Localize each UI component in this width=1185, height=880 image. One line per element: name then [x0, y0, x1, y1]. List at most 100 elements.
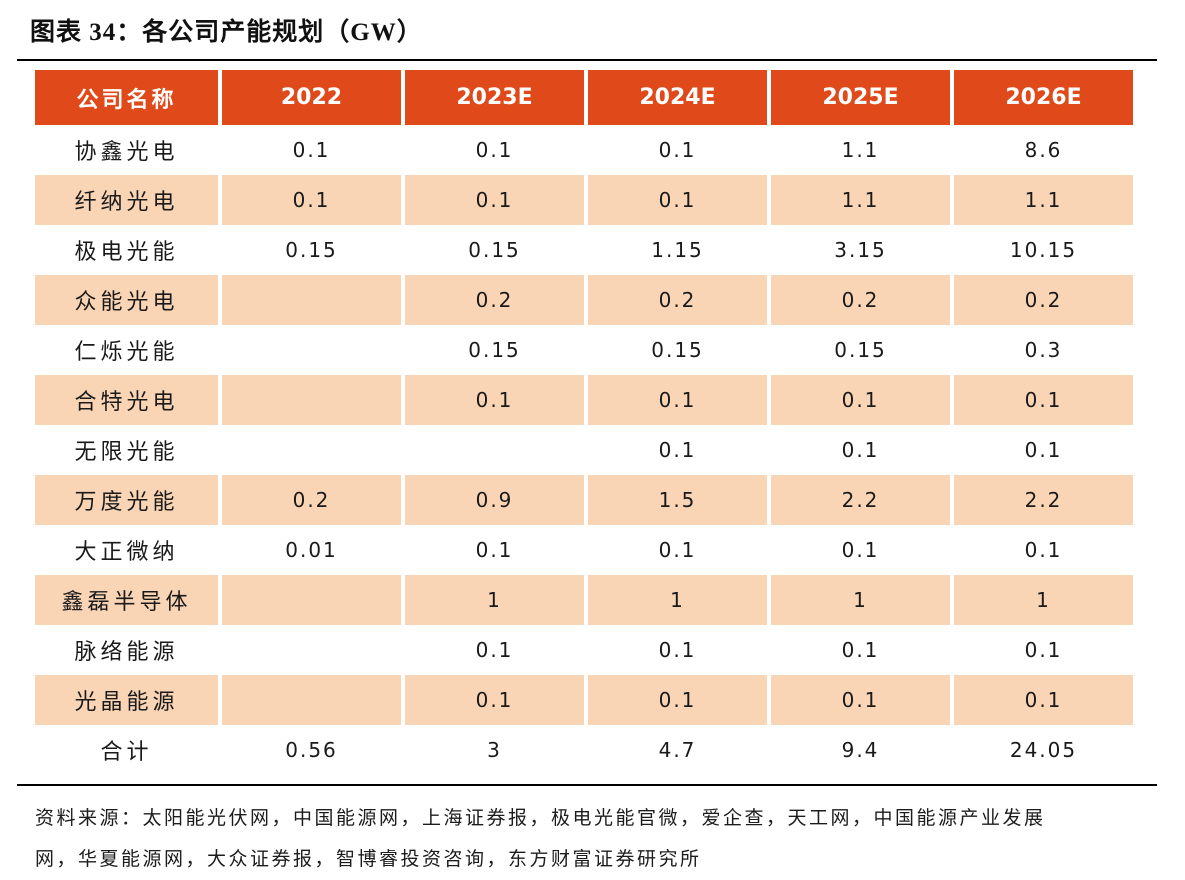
capacity-value-cell: 0.1: [405, 675, 584, 725]
capacity-value-cell: 0.15: [222, 225, 401, 275]
capacity-value-cell: 0.1: [588, 375, 767, 425]
capacity-value-cell: 0.1: [588, 525, 767, 575]
capacity-value-cell: 4.7: [588, 725, 767, 775]
capacity-value-cell: 0.1: [405, 525, 584, 575]
column-header-year: 2023E: [405, 70, 584, 125]
capacity-value-cell: 3.15: [771, 225, 950, 275]
table-row: 众能光电 0.2 0.2 0.2 0.2: [35, 275, 1133, 325]
capacity-value-cell: 0.1: [771, 525, 950, 575]
capacity-value-cell: [222, 275, 401, 325]
table-row: 合计 0.56 3 4.7 9.4 24.05: [35, 725, 1133, 775]
capacity-value-cell: 0.1: [954, 425, 1133, 475]
capacity-value-cell: 2.2: [954, 475, 1133, 525]
capacity-value-cell: 1.1: [771, 125, 950, 175]
table-row: 仁烁光能 0.15 0.15 0.15 0.3: [35, 325, 1133, 375]
company-name-cell: 万度光能: [35, 475, 218, 525]
table-header: 公司名称 2022 2023E 2024E 2025E 2026E: [35, 70, 1133, 125]
source-note-line2: 网，华夏能源网，大众证券报，智博睿投资咨询，东方财富证券研究所: [35, 849, 702, 870]
capacity-value-cell: 0.2: [222, 475, 401, 525]
capacity-value-cell: 0.1: [405, 175, 584, 225]
capacity-value-cell: 0.1: [405, 625, 584, 675]
company-name-cell: 极电光能: [35, 225, 218, 275]
capacity-value-cell: 0.1: [222, 125, 401, 175]
capacity-value-cell: 0.15: [771, 325, 950, 375]
capacity-value-cell: 0.15: [405, 225, 584, 275]
capacity-value-cell: 1.5: [588, 475, 767, 525]
capacity-value-cell: 0.9: [405, 475, 584, 525]
top-rule: [17, 59, 1157, 61]
capacity-value-cell: 0.1: [771, 425, 950, 475]
company-name-cell: 大正微纳: [35, 525, 218, 575]
table-row: 万度光能 0.2 0.9 1.5 2.2 2.2: [35, 475, 1133, 525]
capacity-value-cell: 0.1: [771, 675, 950, 725]
table-row: 大正微纳 0.01 0.1 0.1 0.1 0.1: [35, 525, 1133, 575]
capacity-value-cell: 0.1: [954, 625, 1133, 675]
capacity-value-cell: 0.1: [771, 625, 950, 675]
capacity-value-cell: 0.1: [588, 425, 767, 475]
capacity-value-cell: 0.2: [588, 275, 767, 325]
capacity-table: 公司名称 2022 2023E 2024E 2025E 2026E 协鑫光电 0.1 0.1 0…: [31, 70, 1137, 775]
company-name-cell: 脉络能源: [35, 625, 218, 675]
column-header-year: 2024E: [588, 70, 767, 125]
capacity-value-cell: 0.2: [954, 275, 1133, 325]
capacity-value-cell: 0.3: [954, 325, 1133, 375]
table-row: 鑫磊半导体 1 1 1 1: [35, 575, 1133, 625]
column-header-year: 2025E: [771, 70, 950, 125]
capacity-value-cell: 1: [771, 575, 950, 625]
capacity-value-cell: 0.1: [588, 625, 767, 675]
capacity-value-cell: 9.4: [771, 725, 950, 775]
capacity-value-cell: 0.1: [588, 675, 767, 725]
column-header-company: 公司名称: [35, 70, 218, 125]
capacity-value-cell: 0.15: [588, 325, 767, 375]
capacity-value-cell: 24.05: [954, 725, 1133, 775]
capacity-value-cell: 0.2: [405, 275, 584, 325]
table-row: 纤纳光电 0.1 0.1 0.1 1.1 1.1: [35, 175, 1133, 225]
capacity-value-cell: 0.1: [954, 675, 1133, 725]
capacity-value-cell: 0.1: [405, 375, 584, 425]
capacity-value-cell: 0.1: [588, 125, 767, 175]
capacity-value-cell: 0.1: [954, 525, 1133, 575]
capacity-value-cell: 0.1: [405, 125, 584, 175]
capacity-value-cell: [222, 675, 401, 725]
company-name-cell: 协鑫光电: [35, 125, 218, 175]
company-name-cell: 无限光能: [35, 425, 218, 475]
capacity-value-cell: [222, 325, 401, 375]
capacity-value-cell: 1.1: [954, 175, 1133, 225]
capacity-value-cell: 0.2: [771, 275, 950, 325]
bottom-rule: [17, 784, 1157, 786]
table-body: 协鑫光电 0.1 0.1 0.1 1.1 8.6 纤纳光电 0.1 0.1 0.1 1.1 1.1 极电…: [35, 125, 1133, 775]
capacity-value-cell: 0.56: [222, 725, 401, 775]
capacity-value-cell: 3: [405, 725, 584, 775]
capacity-value-cell: [222, 425, 401, 475]
capacity-value-cell: 0.1: [771, 375, 950, 425]
company-name-cell: 仁烁光能: [35, 325, 218, 375]
capacity-value-cell: 2.2: [771, 475, 950, 525]
table-row: 脉络能源 0.1 0.1 0.1 0.1: [35, 625, 1133, 675]
company-name-cell: 纤纳光电: [35, 175, 218, 225]
capacity-value-cell: [222, 375, 401, 425]
capacity-value-cell: 0.15: [405, 325, 584, 375]
capacity-value-cell: 10.15: [954, 225, 1133, 275]
company-name-cell: 合计: [35, 725, 218, 775]
capacity-value-cell: 1.15: [588, 225, 767, 275]
capacity-value-cell: 1: [405, 575, 584, 625]
capacity-value-cell: [222, 575, 401, 625]
company-name-cell: 众能光电: [35, 275, 218, 325]
capacity-value-cell: 1: [588, 575, 767, 625]
company-name-cell: 光晶能源: [35, 675, 218, 725]
company-name-cell: 鑫磊半导体: [35, 575, 218, 625]
capacity-value-cell: 1.1: [771, 175, 950, 225]
figure-title: 图表 34：各公司产能规划（GW）: [30, 19, 423, 46]
column-header-year: 2026E: [954, 70, 1133, 125]
table-row: 协鑫光电 0.1 0.1 0.1 1.1 8.6: [35, 125, 1133, 175]
capacity-value-cell: [222, 625, 401, 675]
table-row: 光晶能源 0.1 0.1 0.1 0.1: [35, 675, 1133, 725]
capacity-value-cell: 1: [954, 575, 1133, 625]
capacity-value-cell: 0.1: [588, 175, 767, 225]
header-row: 公司名称 2022 2023E 2024E 2025E 2026E: [35, 70, 1133, 125]
capacity-value-cell: 0.01: [222, 525, 401, 575]
capacity-value-cell: [405, 425, 584, 475]
capacity-value-cell: 0.1: [222, 175, 401, 225]
source-note-line1: 资料来源：太阳能光伏网，中国能源网，上海证券报，极电光能官微，爱企查，天工网，中…: [35, 808, 1046, 829]
